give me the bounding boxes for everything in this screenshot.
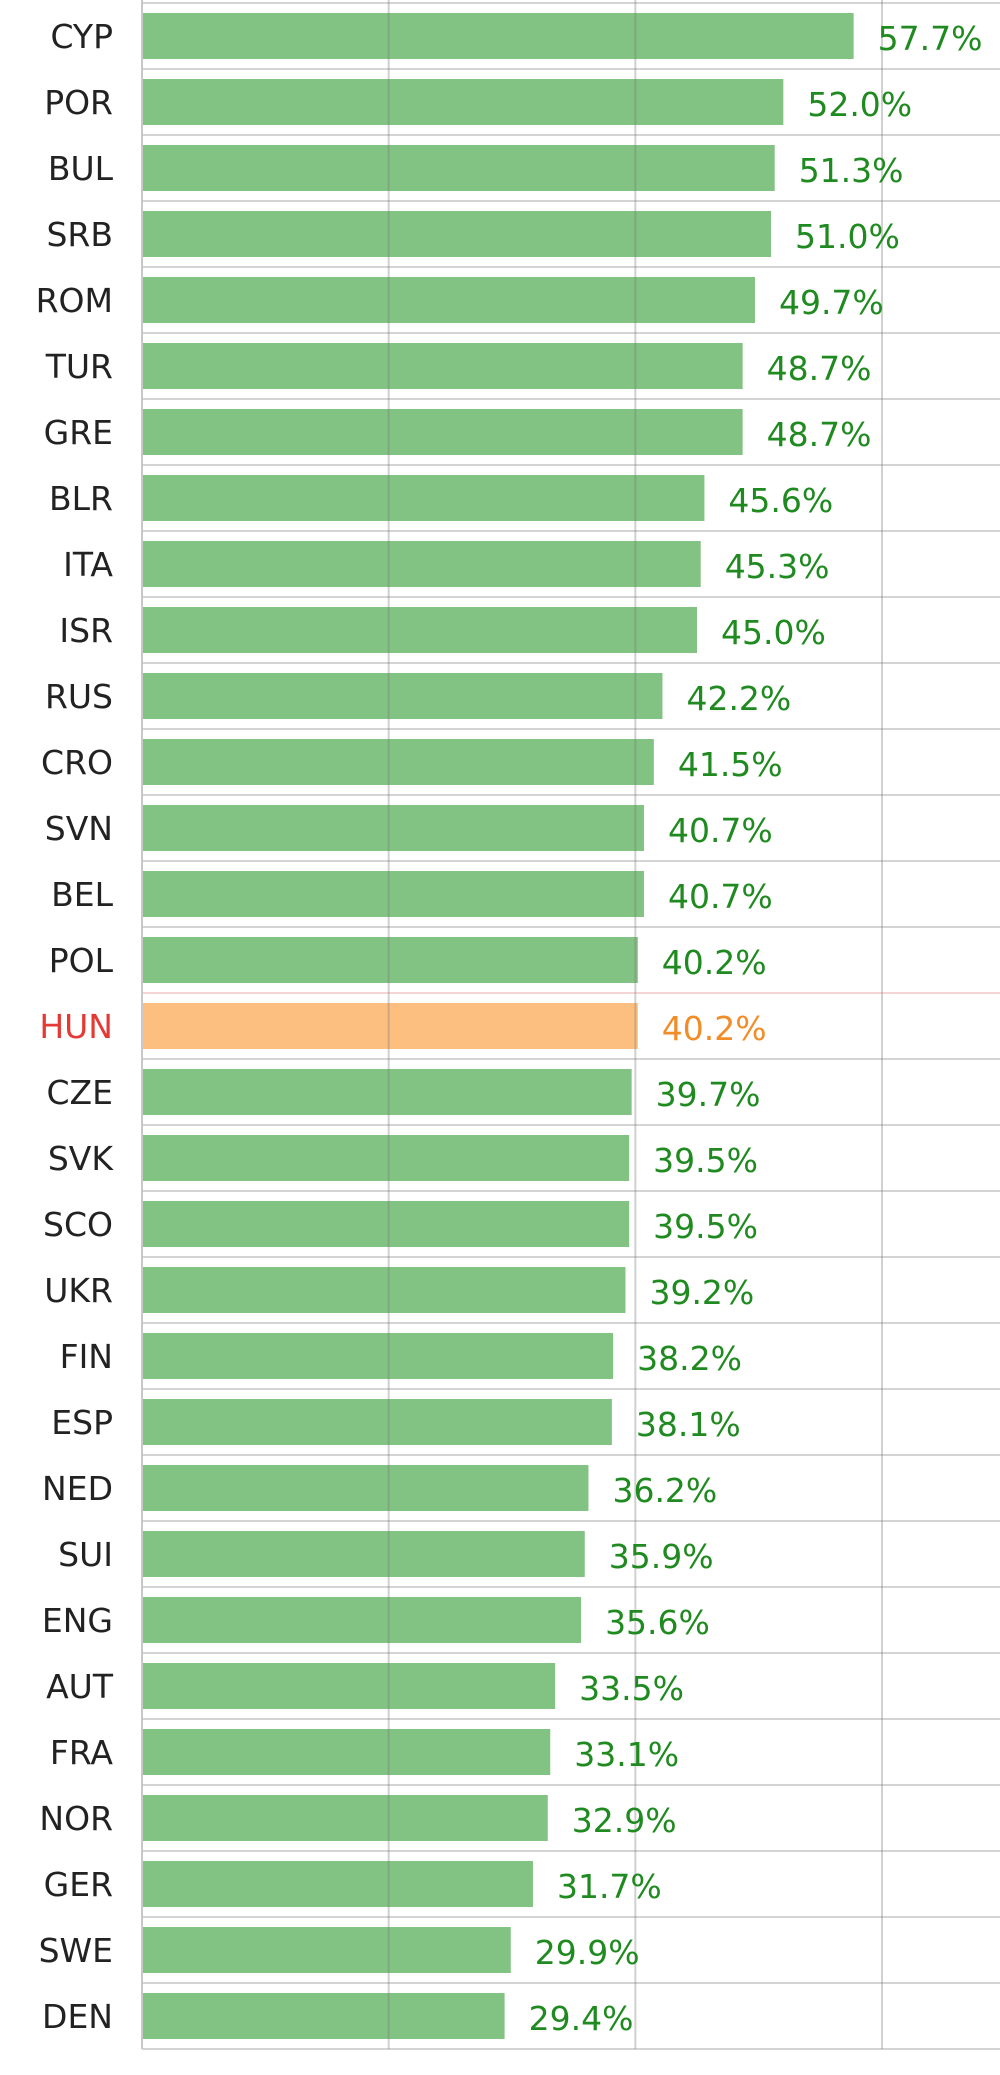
value-label: 38.1%: [636, 1405, 741, 1444]
category-label: SCO: [43, 1205, 113, 1244]
category-label: TUR: [45, 347, 113, 386]
category-label: BUL: [48, 149, 114, 188]
bar-sco: [142, 1201, 630, 1247]
value-label: 57.7%: [878, 19, 983, 58]
category-label: BLR: [49, 479, 113, 518]
bar-ger: [142, 1861, 533, 1907]
bar-fra: [142, 1729, 551, 1775]
value-label: 40.7%: [668, 877, 773, 916]
bar-cro: [142, 739, 654, 785]
category-label: SUI: [58, 1535, 113, 1574]
value-label: 48.7%: [767, 349, 872, 388]
value-label: 38.2%: [637, 1339, 742, 1378]
bar-bel: [142, 871, 644, 917]
value-label: 29.4%: [529, 1999, 634, 2038]
bar-den: [142, 1993, 505, 2039]
category-label: GER: [44, 1865, 113, 1904]
value-label: 42.2%: [686, 679, 791, 718]
bar-tur: [142, 343, 743, 389]
value-label: 40.2%: [662, 1009, 767, 1048]
bar-ned: [142, 1465, 589, 1511]
category-label: ENG: [42, 1601, 113, 1640]
category-label: POL: [49, 941, 114, 980]
bar-rus: [142, 673, 663, 719]
value-label: 45.0%: [721, 613, 826, 652]
value-label: 33.1%: [574, 1735, 679, 1774]
category-label: SVK: [48, 1139, 115, 1178]
category-label: CYP: [50, 17, 113, 56]
bar-cyp: [142, 13, 854, 59]
value-label: 29.9%: [535, 1933, 640, 1972]
category-label: DEN: [42, 1997, 113, 2036]
category-label: CRO: [41, 743, 113, 782]
bar-aut: [142, 1663, 556, 1709]
category-label: ISR: [59, 611, 113, 650]
value-label: 48.7%: [767, 415, 872, 454]
bar-svn: [142, 805, 644, 851]
category-label: NOR: [39, 1799, 113, 1838]
category-label: UKR: [44, 1271, 113, 1310]
bar-sui: [142, 1531, 585, 1577]
bar-blr: [142, 475, 705, 521]
bar-por: [142, 79, 784, 125]
category-label: RUS: [45, 677, 113, 716]
bar-swe: [142, 1927, 511, 1973]
value-label: 39.5%: [653, 1141, 758, 1180]
bar-gre: [142, 409, 743, 455]
bar-isr: [142, 607, 697, 653]
value-label: 35.9%: [609, 1537, 714, 1576]
value-label: 39.7%: [656, 1075, 761, 1114]
category-label: ROM: [36, 281, 113, 320]
value-label: 49.7%: [779, 283, 884, 322]
value-label: 45.6%: [728, 481, 833, 520]
value-label: 40.2%: [662, 943, 767, 982]
value-label: 39.5%: [653, 1207, 758, 1246]
category-label: POR: [44, 83, 113, 122]
value-label: 51.3%: [799, 151, 904, 190]
category-label: SWE: [39, 1931, 113, 1970]
category-label: ESP: [51, 1403, 113, 1442]
bar-svk: [142, 1135, 630, 1181]
bar-hun: [142, 1003, 638, 1049]
category-label: SRB: [46, 215, 113, 254]
bar-pol: [142, 937, 638, 983]
bar-bul: [142, 145, 775, 191]
value-label: 32.9%: [572, 1801, 677, 1840]
category-label: SVN: [45, 809, 113, 848]
value-label: 45.3%: [725, 547, 830, 586]
category-label: NED: [42, 1469, 113, 1508]
category-label: CZE: [47, 1073, 114, 1112]
bar-fin: [142, 1333, 614, 1379]
value-label: 51.0%: [795, 217, 900, 256]
value-label: 31.7%: [557, 1867, 662, 1906]
value-label: 52.0%: [807, 85, 912, 124]
value-label: 36.2%: [612, 1471, 717, 1510]
value-label: 39.2%: [649, 1273, 754, 1312]
category-label: AUT: [46, 1667, 114, 1706]
category-label: FIN: [60, 1337, 113, 1376]
bar-ukr: [142, 1267, 626, 1313]
bar-srb: [142, 211, 771, 257]
bar-rom: [142, 277, 755, 323]
bar-ita: [142, 541, 701, 587]
category-label: BEL: [51, 875, 113, 914]
category-label: GRE: [44, 413, 113, 452]
category-label: ITA: [63, 545, 113, 584]
bar-cze: [142, 1069, 632, 1115]
bar-eng: [142, 1597, 582, 1643]
category-label: HUN: [39, 1007, 113, 1046]
category-label: FRA: [50, 1733, 114, 1772]
value-label: 35.6%: [605, 1603, 710, 1642]
bar-nor: [142, 1795, 548, 1841]
value-label: 41.5%: [678, 745, 783, 784]
bar-esp: [142, 1399, 612, 1445]
value-label: 40.7%: [668, 811, 773, 850]
value-label: 33.5%: [579, 1669, 684, 1708]
